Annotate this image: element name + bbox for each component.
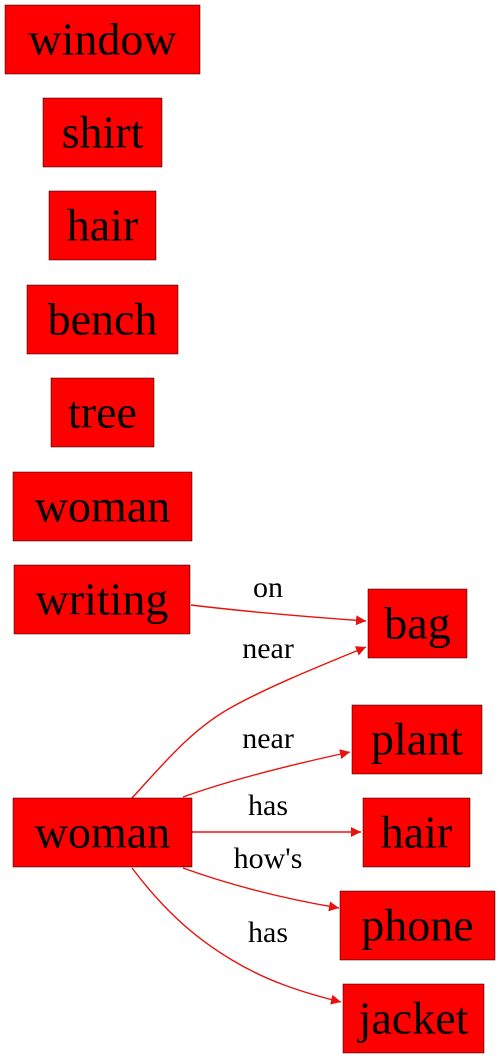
node-phone: phone bbox=[339, 890, 496, 961]
edge-woman2-jacket bbox=[131, 867, 342, 1005]
node-label: shirt bbox=[62, 107, 144, 158]
node-label: bag bbox=[384, 598, 450, 649]
node-label: hair bbox=[67, 200, 139, 251]
node-box bbox=[367, 588, 468, 659]
node-box bbox=[48, 190, 157, 261]
node-box bbox=[351, 704, 483, 775]
node-box bbox=[12, 797, 193, 868]
node-bag: bag bbox=[367, 588, 468, 659]
node-shirt: shirt bbox=[42, 97, 163, 168]
node-box bbox=[342, 983, 485, 1054]
node-box bbox=[42, 97, 163, 168]
node-jacket: jacket bbox=[342, 983, 485, 1054]
node-label: writing bbox=[36, 574, 169, 625]
edge-writing-bag bbox=[190, 604, 367, 626]
node-woman2: woman bbox=[12, 797, 193, 868]
node-box bbox=[362, 797, 471, 868]
edge-arrow bbox=[182, 867, 340, 912]
node-label: woman bbox=[35, 481, 170, 532]
node-box bbox=[4, 4, 201, 75]
node-label: plant bbox=[371, 714, 463, 765]
node-hair2: hair bbox=[362, 797, 471, 868]
node-window: window bbox=[4, 4, 201, 75]
node-hair1: hair bbox=[48, 190, 157, 261]
node-bench: bench bbox=[26, 284, 179, 355]
node-label: bench bbox=[48, 294, 158, 345]
edge-label: has bbox=[248, 789, 288, 822]
node-label: tree bbox=[68, 387, 137, 438]
edge-woman2-bag bbox=[131, 646, 367, 799]
edge-arrow bbox=[131, 867, 342, 1005]
edge-label: on bbox=[253, 571, 283, 604]
edge-woman2-phone bbox=[182, 867, 340, 912]
node-box bbox=[12, 471, 193, 542]
node-woman1: woman bbox=[12, 471, 193, 542]
edge-label: has bbox=[248, 916, 288, 949]
node-label: woman bbox=[35, 807, 170, 858]
node-plant: plant bbox=[351, 704, 483, 775]
node-label: hair bbox=[381, 807, 453, 858]
node-label: phone bbox=[361, 900, 473, 951]
node-label: window bbox=[28, 14, 177, 65]
node-tree: tree bbox=[50, 377, 155, 448]
edge-arrow bbox=[131, 646, 367, 799]
node-box bbox=[26, 284, 179, 355]
node-writing: writing bbox=[13, 564, 191, 635]
edge-label: near bbox=[242, 722, 294, 755]
edge-arrow bbox=[182, 749, 351, 798]
edge-label: near bbox=[242, 632, 294, 665]
edge-label: how's bbox=[234, 842, 303, 875]
node-label: jacket bbox=[357, 993, 469, 1044]
edge-woman2-plant bbox=[182, 749, 351, 798]
node-box bbox=[13, 564, 191, 635]
node-box bbox=[339, 890, 496, 961]
node-box bbox=[50, 377, 155, 448]
edge-arrow bbox=[190, 604, 367, 626]
